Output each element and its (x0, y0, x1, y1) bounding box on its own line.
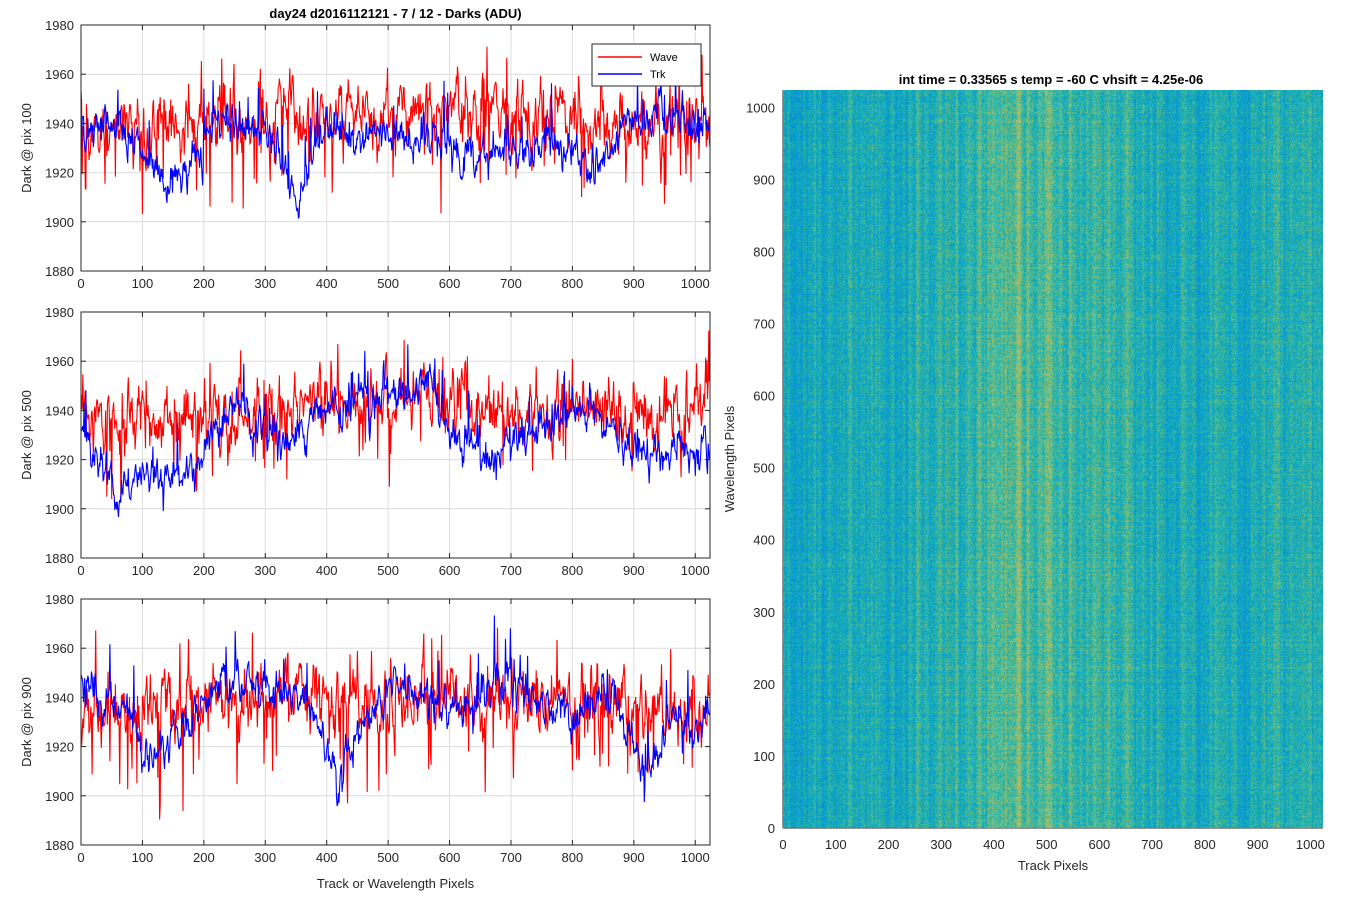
y-tick-label: 1880 (45, 551, 74, 566)
legend-box (591, 43, 702, 87)
y-tick-label: 1940 (45, 690, 74, 705)
x-tick-label: 300 (930, 837, 952, 852)
x-tick-label: 200 (193, 850, 215, 865)
x-tick-label: 100 (132, 276, 154, 291)
x-tick-label: 500 (377, 563, 399, 578)
axes-box (80, 24, 711, 272)
y-tick-label: 1980 (45, 305, 74, 320)
series-line-wave (81, 330, 710, 503)
x-tick-label: 700 (500, 850, 522, 865)
y-tick-label: 1940 (45, 403, 74, 418)
x-tick-label: 400 (316, 850, 338, 865)
y-tick-label: 500 (753, 461, 775, 476)
x-tick-label: 800 (1194, 837, 1216, 852)
x-tick-label: 700 (500, 276, 522, 291)
x-tick-label: 200 (193, 276, 215, 291)
y-tick-label: 800 (753, 244, 775, 259)
y-tick-label: 1900 (45, 215, 74, 230)
y-tick-label: 200 (753, 677, 775, 692)
x-tick-label: 0 (77, 276, 84, 291)
y-tick-label: 700 (753, 317, 775, 332)
x-tick-label: 100 (825, 837, 847, 852)
x-tick-label: 0 (77, 850, 84, 865)
y-tick-label: 0 (768, 821, 775, 836)
x-tick-label: 500 (377, 850, 399, 865)
line-panel-3: 0 100 200 300 400 500 600 700 800 900 1000 1880 1900… (19, 592, 711, 891)
x-tick-label: 100 (132, 850, 154, 865)
axes-box (80, 311, 711, 559)
y-tick-label: 1920 (45, 166, 74, 181)
y-axis-label: Dark @ pix 500 (19, 390, 34, 480)
x-tick-label: 1000 (1296, 837, 1325, 852)
x-tick-label: 300 (254, 563, 276, 578)
x-tick-label: 1000 (681, 276, 710, 291)
y-tick-label: 1980 (45, 592, 74, 607)
y-axis-label: Wavelength Pixels (722, 405, 737, 512)
y-tick-label: 1980 (45, 18, 74, 33)
x-tick-label: 600 (439, 563, 461, 578)
x-tick-label: 500 (377, 276, 399, 291)
line-panel-2: 0 100 200 300 400 500 600 700 800 900 1000 1880 1900… (19, 305, 711, 578)
y-tick-label: 1900 (45, 502, 74, 517)
y-tick-label: 900 (753, 172, 775, 187)
y-axis-label: Dark @ pix 100 (19, 103, 34, 193)
y-tick-label: 1880 (45, 838, 74, 853)
y-tick-label: 600 (753, 389, 775, 404)
legend-label-trk: Trk (650, 69, 666, 81)
x-tick-label: 900 (623, 850, 645, 865)
y-tick-label: 1960 (45, 67, 74, 82)
y-axis-label: Dark @ pix 900 (19, 677, 34, 767)
x-tick-label: 600 (439, 850, 461, 865)
y-tick-label: 1880 (45, 264, 74, 279)
line-panel-1: 0 100 200 300 400 500 600 700 800 900 1000 1880 1900… (19, 6, 711, 291)
y-tick-label: 1940 (45, 116, 74, 131)
x-tick-label: 0 (779, 837, 786, 852)
y-tick-label: 300 (753, 605, 775, 620)
y-tick-label: 400 (753, 533, 775, 548)
x-tick-label: 200 (878, 837, 900, 852)
x-tick-label: 900 (623, 276, 645, 291)
y-tick-label: 1000 (746, 100, 775, 115)
series-line-trk (81, 344, 710, 518)
x-tick-label: 700 (500, 563, 522, 578)
y-tick-label: 1960 (45, 354, 74, 369)
x-tick-label: 200 (193, 563, 215, 578)
y-tick-label: 1900 (45, 789, 74, 804)
x-tick-label: 800 (562, 563, 584, 578)
x-tick-label: 800 (562, 850, 584, 865)
x-tick-label: 900 (1247, 837, 1269, 852)
x-axis-label: Track Pixels (1018, 858, 1089, 873)
x-tick-label: 400 (316, 276, 338, 291)
x-tick-label: 300 (254, 850, 276, 865)
legend: Wave Trk (591, 43, 702, 87)
x-tick-label: 600 (1089, 837, 1111, 852)
series-line-wave (81, 45, 710, 215)
x-tick-label: 600 (439, 276, 461, 291)
x-tick-label: 0 (77, 563, 84, 578)
y-tick-label: 1920 (45, 453, 74, 468)
x-tick-label: 900 (623, 563, 645, 578)
heatmap-image (783, 90, 1323, 828)
x-tick-label: 1000 (681, 850, 710, 865)
axes-box (80, 598, 711, 846)
x-tick-label: 500 (1036, 837, 1058, 852)
x-tick-label: 400 (983, 837, 1005, 852)
x-tick-label: 700 (1141, 837, 1163, 852)
x-tick-label: 100 (132, 563, 154, 578)
x-tick-label: 400 (316, 563, 338, 578)
x-axis-label: Track or Wavelength Pixels (317, 876, 475, 891)
x-tick-label: 300 (254, 276, 276, 291)
y-tick-label: 100 (753, 749, 775, 764)
x-tick-label: 1000 (681, 563, 710, 578)
x-tick-label: 800 (562, 276, 584, 291)
y-tick-label: 1920 (45, 740, 74, 755)
y-tick-label: 1960 (45, 641, 74, 656)
legend-label-wave: Wave (650, 52, 678, 64)
series-line-trk (81, 615, 710, 807)
chart-title: day24 d2016112121 - 7 / 12 - Darks (ADU) (269, 6, 521, 21)
series-line-trk (81, 64, 710, 220)
heatmap-title: int time = 0.33565 s temp = -60 C vhsift… (899, 72, 1204, 87)
